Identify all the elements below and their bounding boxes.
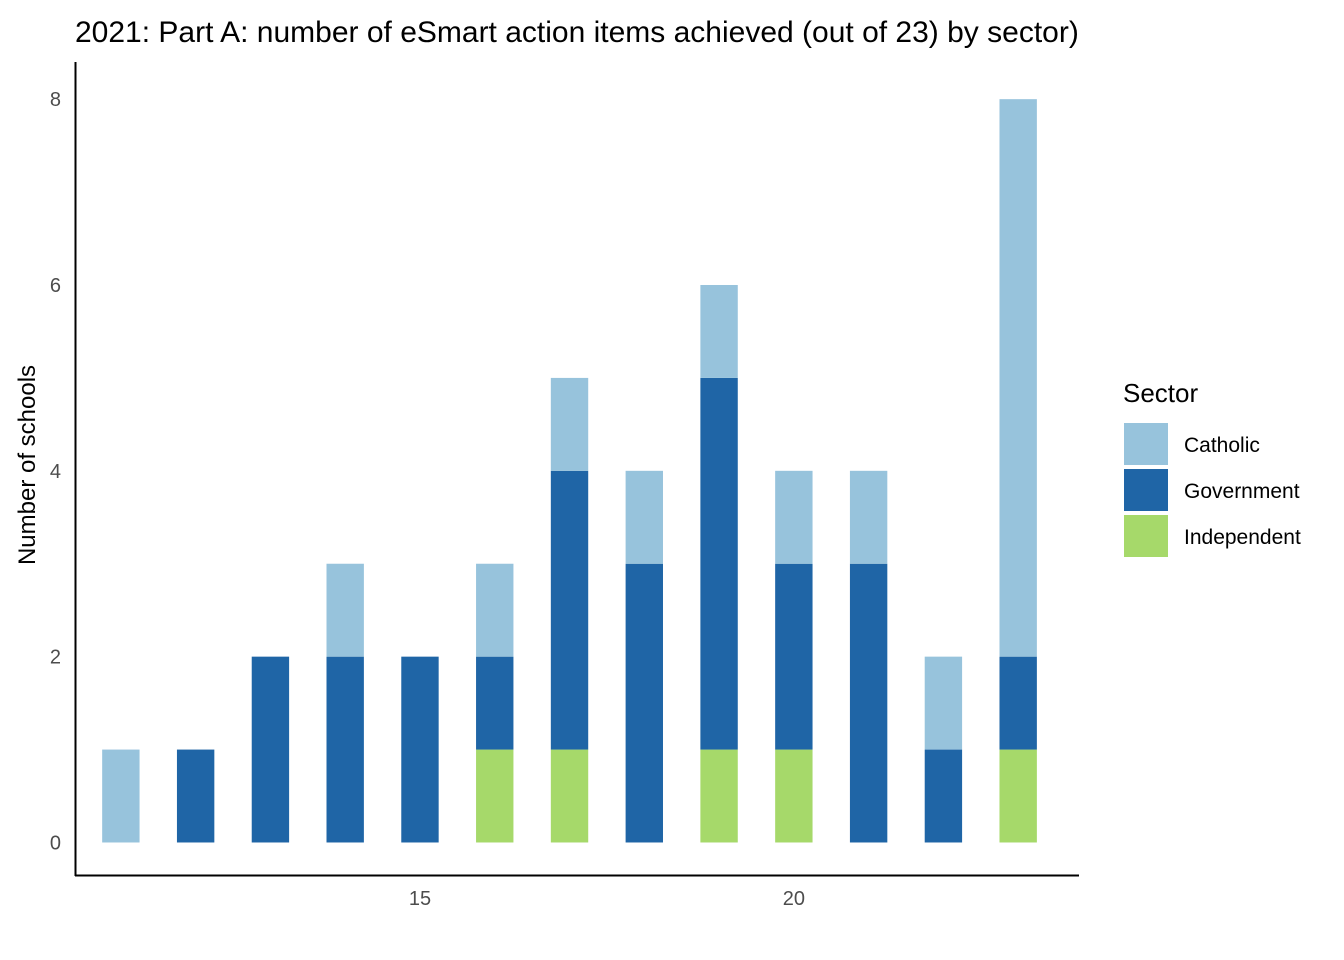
y-ticks: 0 2 4 6 8 xyxy=(50,89,61,854)
y-axis-label: Number of schools xyxy=(14,365,41,565)
x-ticks: 15 20 xyxy=(409,888,805,910)
x-tick-label: 20 xyxy=(783,888,805,910)
bar-catholic-22 xyxy=(924,656,963,750)
bar-government-18 xyxy=(625,563,663,843)
bar-government-21 xyxy=(849,563,888,843)
bar-catholic-21 xyxy=(849,470,888,564)
legend-label-government: Government xyxy=(1184,480,1300,503)
bar-government-14 xyxy=(326,656,364,843)
bar-government-19 xyxy=(700,377,738,750)
bars-layer xyxy=(102,99,1037,843)
legend-key-independent xyxy=(1124,515,1168,557)
bar-government-17 xyxy=(550,470,589,750)
bar-catholic-18 xyxy=(625,470,663,564)
legend-title: Sector xyxy=(1123,378,1198,408)
y-tick-label: 6 xyxy=(50,275,61,297)
bar-independent-16 xyxy=(476,749,514,843)
bar-independent-19 xyxy=(700,749,738,843)
legend: Sector Catholic Government Independent xyxy=(1123,378,1301,557)
bar-catholic-17 xyxy=(550,377,589,471)
x-tick-label: 15 xyxy=(409,888,431,910)
bar-government-20 xyxy=(775,563,813,750)
bar-catholic-20 xyxy=(775,470,813,564)
legend-label-independent: Independent xyxy=(1184,526,1301,549)
legend-key-government xyxy=(1124,469,1168,511)
bar-catholic-19 xyxy=(700,284,738,378)
legend-key-catholic xyxy=(1124,423,1168,465)
y-tick-label: 4 xyxy=(50,461,61,483)
bar-government-15 xyxy=(401,656,439,843)
legend-label-catholic: Catholic xyxy=(1184,434,1260,457)
bar-catholic-11 xyxy=(102,749,140,843)
bar-government-16 xyxy=(476,656,514,750)
bar-catholic-23 xyxy=(999,99,1037,657)
bar-government-13 xyxy=(251,656,290,843)
bar-government-12 xyxy=(176,749,215,843)
chart-title: 2021: Part A: number of eSmart action it… xyxy=(75,16,1079,49)
bar-catholic-14 xyxy=(326,563,364,657)
bar-independent-23 xyxy=(999,749,1037,843)
y-tick-label: 2 xyxy=(50,647,61,669)
y-tick-label: 0 xyxy=(50,832,61,854)
bar-independent-20 xyxy=(775,749,813,843)
bar-government-23 xyxy=(999,656,1037,750)
bar-catholic-16 xyxy=(476,563,514,657)
y-tick-label: 8 xyxy=(50,89,61,111)
bar-independent-17 xyxy=(550,749,589,843)
bar-government-22 xyxy=(924,749,963,843)
